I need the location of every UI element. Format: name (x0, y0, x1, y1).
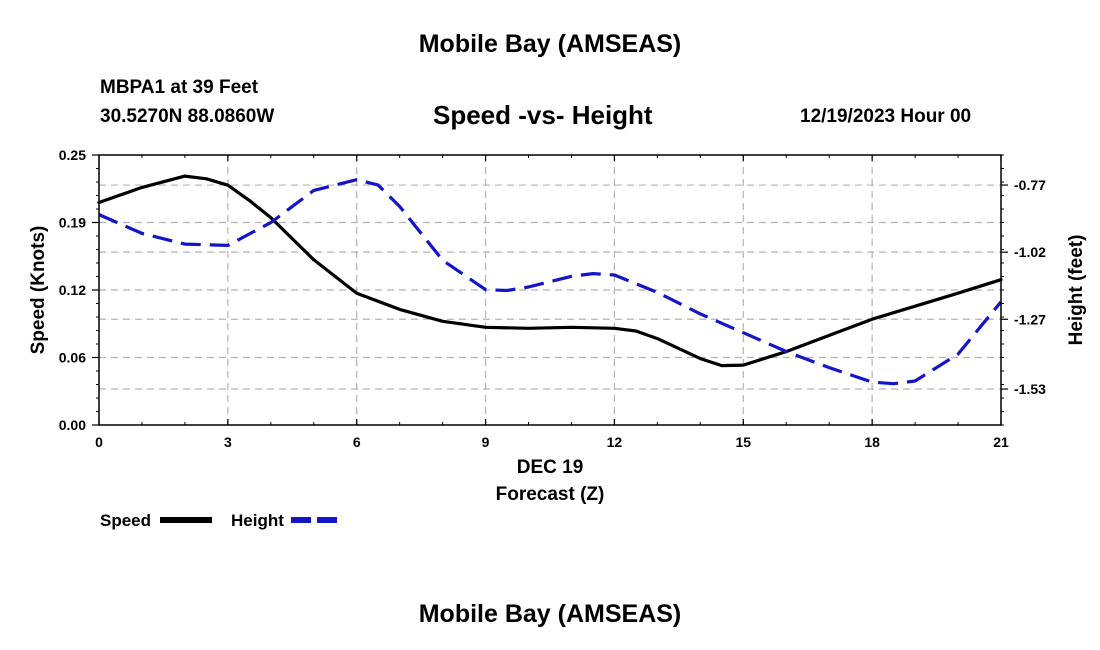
legend-speed-label: Speed (100, 511, 151, 530)
series-line-height (98, 178, 1003, 386)
y2-tick-label: -0.77 (1014, 177, 1046, 193)
x-tick-label: 21 (993, 434, 1009, 450)
y-tick-label: 0.19 (59, 215, 86, 231)
x-axis-title: Forecast (Z) (496, 484, 605, 505)
series-line-speed (97, 174, 1003, 368)
x-tick-label: 3 (224, 434, 232, 450)
chart-title: Speed -vs- Height (433, 100, 653, 130)
x-tick-label: 12 (607, 434, 623, 450)
x-axis-date-label: DEC 19 (517, 457, 584, 478)
series-lines (97, 174, 1003, 386)
x-tick-label: 6 (353, 434, 361, 450)
station-name: MBPA1 at 39 Feet (100, 77, 259, 98)
station-coordinates: 30.5270N 88.0860W (100, 106, 275, 127)
y2-tick-label: -1.53 (1014, 381, 1046, 397)
speed-height-chart: 0 3 6 9 12 15 18 21 0.00 0.06 0.12 0.19 0.25 -0.77 -1.… (28, 147, 1087, 530)
x-tick-label: 9 (482, 434, 490, 450)
y-axis-title: Speed (Knots) (28, 226, 49, 355)
forecast-date: 12/19/2023 Hour 00 (800, 106, 972, 127)
x-tick-label: 18 (864, 434, 880, 450)
legend-height-label: Height (231, 511, 284, 530)
y2-tick-label: -1.02 (1014, 244, 1046, 260)
tick-labels: 0 3 6 9 12 15 18 21 0.00 0.06 0.12 0.19 0.25 -0.77 -1.… (59, 147, 1046, 450)
legend: Speed Height (100, 511, 343, 530)
x-tick-label: 0 (95, 434, 103, 450)
y2-tick-label: -1.27 (1014, 311, 1046, 327)
grid (99, 155, 1001, 425)
y-tick-label: 0.06 (59, 350, 86, 366)
axis-ticks (92, 154, 1008, 426)
x-tick-label: 15 (735, 434, 751, 450)
y-tick-label: 0.25 (59, 147, 86, 163)
y2-axis-title: Height (feet) (1066, 235, 1087, 346)
y-tick-label: 0.00 (59, 417, 86, 433)
main-title: Mobile Bay (AMSEAS) (418, 30, 682, 58)
y-tick-label: 0.12 (59, 282, 86, 298)
footer-title: Mobile Bay (AMSEAS) (418, 600, 682, 628)
